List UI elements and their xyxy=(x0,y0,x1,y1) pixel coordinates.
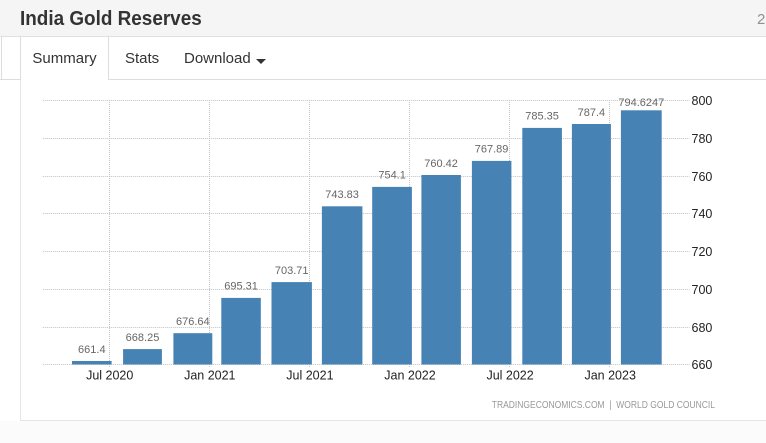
svg-text:794.6247: 794.6247 xyxy=(618,97,664,109)
svg-text:740: 740 xyxy=(692,207,713,221)
svg-text:754.1: 754.1 xyxy=(378,170,406,182)
svg-text:767.89: 767.89 xyxy=(475,144,509,156)
svg-text:760.42: 760.42 xyxy=(424,158,458,170)
svg-text:780: 780 xyxy=(692,132,713,146)
svg-text:743.83: 743.83 xyxy=(325,189,359,201)
svg-text:660: 660 xyxy=(692,358,713,372)
svg-text:760: 760 xyxy=(692,170,713,184)
svg-text:700: 700 xyxy=(692,283,713,297)
svg-text:Jan 2023: Jan 2023 xyxy=(584,369,635,383)
svg-text:703.71: 703.71 xyxy=(275,265,309,277)
svg-text:720: 720 xyxy=(692,245,713,259)
svg-text:Jul 2021: Jul 2021 xyxy=(286,369,333,383)
svg-text:Jan 2021: Jan 2021 xyxy=(184,369,235,383)
svg-text:Jul 2022: Jul 2022 xyxy=(486,369,533,383)
svg-text:Jul 2020: Jul 2020 xyxy=(86,369,133,383)
svg-text:695.31: 695.31 xyxy=(224,281,258,293)
svg-text:787.4: 787.4 xyxy=(578,107,606,119)
svg-text:800: 800 xyxy=(692,94,713,108)
svg-text:785.35: 785.35 xyxy=(525,111,559,123)
svg-text:680: 680 xyxy=(692,321,713,335)
svg-text:676.64: 676.64 xyxy=(176,316,210,328)
svg-text:Jan 2022: Jan 2022 xyxy=(384,369,435,383)
svg-text:661.4: 661.4 xyxy=(78,344,106,356)
svg-text:668.25: 668.25 xyxy=(126,332,160,344)
